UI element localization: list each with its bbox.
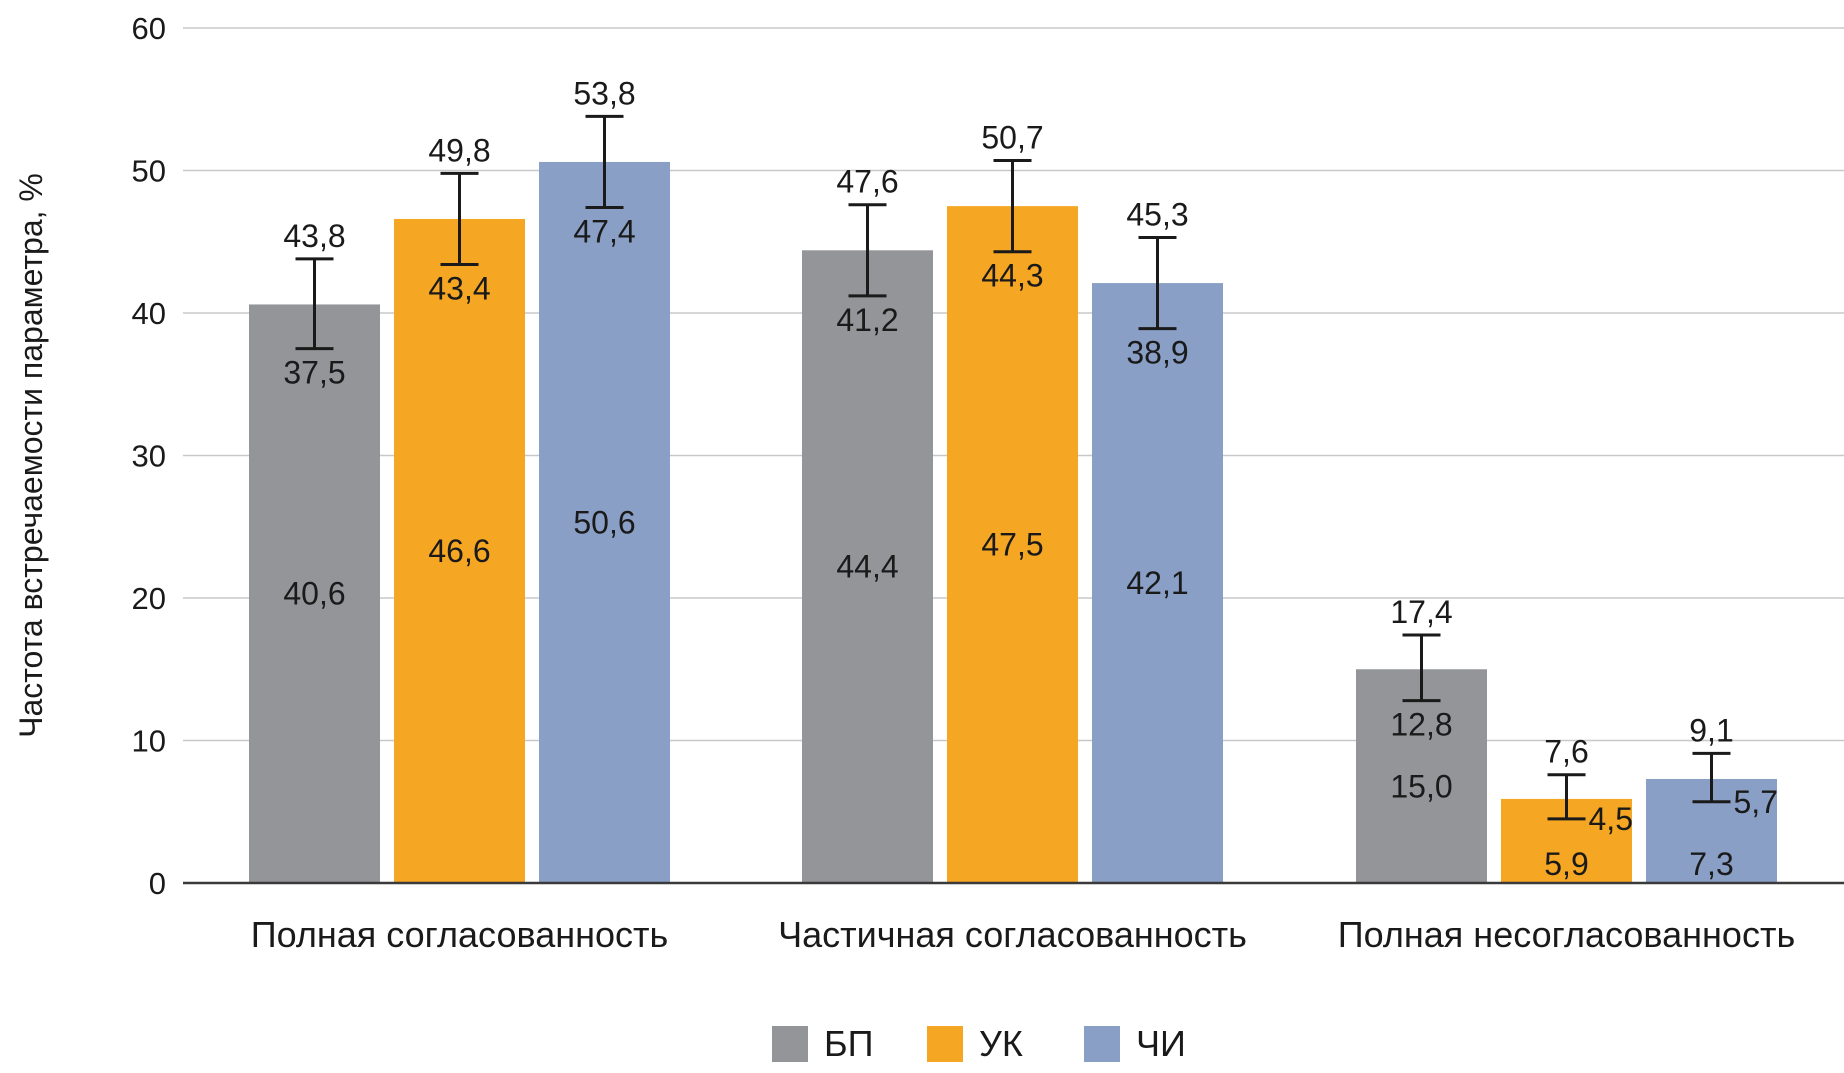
bar-value-label: 50,6	[573, 504, 635, 540]
y-tick-label: 30	[132, 439, 166, 474]
y-tick-label: 50	[132, 154, 166, 189]
legend-label: УК	[979, 1023, 1023, 1064]
y-axis-title: Частота встречаемости параметра, %	[13, 173, 49, 738]
bar-ЧИ-2	[1092, 283, 1223, 883]
error-low-label: 5,7	[1734, 784, 1778, 820]
bar-БП-2	[802, 250, 933, 884]
bar-value-label: 42,1	[1126, 565, 1188, 601]
y-tick-label: 0	[149, 866, 166, 901]
y-tick-label: 60	[132, 11, 166, 46]
error-low-label: 37,5	[283, 355, 345, 391]
bar-УК-2	[947, 206, 1078, 883]
bar-value-label: 7,3	[1689, 846, 1733, 882]
error-low-label: 44,3	[981, 258, 1043, 294]
bars	[249, 161, 1777, 884]
error-low-label: 4,5	[1589, 801, 1633, 837]
y-tick-label: 40	[132, 296, 166, 331]
error-high-label: 7,6	[1544, 734, 1588, 770]
value-labels: 43,8 37,5 40,6 49,8 43,4 46,6 53,8 47,4 50,6 47,6…	[283, 75, 1778, 882]
category-labels: Полная согласованность Частичная согласов…	[251, 914, 1795, 955]
x-category-label: Полная несогласованность	[1338, 914, 1795, 955]
bar-ЧИ-1	[539, 161, 670, 883]
y-axis-ticks: 0 10 20 30 40 50 60	[132, 11, 166, 901]
x-category-label: Полная согласованность	[251, 914, 669, 955]
bar-БП-3	[1356, 669, 1487, 883]
error-high-label: 50,7	[981, 120, 1043, 156]
bar-value-label: 44,4	[836, 549, 898, 585]
error-high-label: 9,1	[1689, 712, 1733, 748]
bar-value-label: 46,6	[428, 533, 490, 569]
bar-value-label: 40,6	[283, 576, 345, 612]
bar-value-label: 5,9	[1544, 846, 1588, 882]
bar-value-label: 15,0	[1390, 768, 1452, 804]
error-low-label: 41,2	[836, 302, 898, 338]
legend-swatch-ЧИ	[1084, 1026, 1120, 1062]
bar-value-label: 47,5	[981, 527, 1043, 563]
error-low-label: 47,4	[573, 214, 635, 250]
error-high-label: 53,8	[573, 75, 635, 111]
bar-УК-1	[394, 218, 525, 883]
y-tick-label: 20	[132, 581, 166, 616]
error-low-label: 38,9	[1126, 335, 1188, 371]
legend-label: БП	[824, 1023, 874, 1064]
legend-swatch-УК	[927, 1026, 963, 1062]
error-high-label: 17,4	[1390, 594, 1452, 630]
error-low-label: 12,8	[1390, 707, 1452, 743]
legend-swatch-БП	[772, 1026, 808, 1062]
error-low-label: 43,4	[428, 271, 490, 307]
bar-БП-1	[249, 304, 380, 883]
error-high-label: 49,8	[428, 132, 490, 168]
legend-label: ЧИ	[1136, 1023, 1186, 1064]
error-high-label: 43,8	[283, 218, 345, 254]
x-category-label: Частичная согласованность	[778, 914, 1247, 955]
legend: БП УК ЧИ	[772, 1023, 1186, 1064]
error-bars	[295, 114, 1731, 821]
y-tick-label: 10	[132, 724, 166, 759]
error-high-label: 45,3	[1126, 196, 1188, 232]
error-high-label: 47,6	[836, 164, 898, 200]
